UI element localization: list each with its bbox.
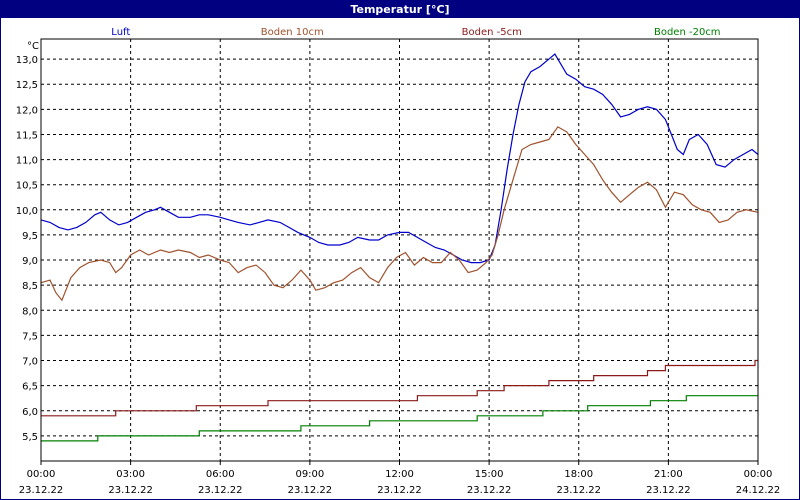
x-tick-time-label: 21:00 (654, 469, 683, 480)
x-tick-date-label: 23.12.22 (377, 485, 422, 496)
x-axis-ticks: 00:00 23.12.22 03:00 23.12.22 06:00 23.12.22 0… (19, 461, 781, 496)
y-tick-label: 7,5 (22, 331, 38, 342)
y-unit-label: °C (27, 41, 39, 52)
x-tick-time-label: 06:00 (206, 469, 235, 480)
y-axis-ticks: 5,5 6,0 6,5 7,0 7,5 8,0 8,5 9,0 9,5 10,0 10,5 11,0 1… (16, 55, 38, 443)
x-tick-date-label: 23.12.22 (198, 485, 243, 496)
legend-entry-2: Boden 10cm (261, 27, 324, 38)
x-tick-time-label: 03:00 (116, 469, 145, 480)
chart-title: Temperatur [°C] (1, 1, 799, 18)
y-tick-label: 9,5 (22, 231, 38, 242)
x-tick-date-label: 23.12.22 (556, 485, 601, 496)
legend-entry-4: Boden -20cm (654, 27, 721, 38)
x-tick-time-label: 00:00 (744, 469, 773, 480)
y-tick-label: 6,0 (22, 407, 38, 418)
x-tick-time-label: 12:00 (385, 469, 414, 480)
y-tick-label: 10,5 (16, 181, 38, 192)
data-series (40, 53, 759, 442)
y-tick-label: 11,5 (16, 130, 38, 141)
y-tick-label: 12,0 (16, 105, 38, 116)
y-tick-label: 11,0 (16, 156, 38, 167)
series-line-2 (40, 126, 759, 302)
y-tick-label: 10,0 (16, 206, 38, 217)
x-tick-date-label: 23.12.22 (646, 485, 691, 496)
x-tick-time-label: 15:00 (475, 469, 504, 480)
x-tick-date-label: 23.12.22 (19, 485, 64, 496)
x-tick-date-label: 23.12.22 (108, 485, 153, 496)
y-tick-label: 6,5 (22, 382, 38, 393)
x-tick-time-label: 09:00 (295, 469, 324, 480)
series-line-4 (41, 395, 758, 442)
y-tick-label: 5,5 (22, 432, 38, 443)
x-tick-date-label: 23.12.22 (288, 485, 333, 496)
legend: Luft Boden 10cm Boden -5cm Boden -20cm (111, 27, 720, 38)
y-tick-label: 13,0 (16, 55, 38, 66)
x-tick-time-label: 00:00 (27, 469, 56, 480)
legend-entry-1: Luft (111, 27, 130, 38)
x-tick-time-label: 18:00 (564, 469, 593, 480)
y-tick-label: 7,0 (22, 357, 38, 368)
y-tick-label: 8,5 (22, 281, 38, 292)
legend-entry-3: Boden -5cm (462, 27, 522, 38)
series-line-3 (41, 359, 758, 417)
x-tick-date-label: 23.12.22 (467, 485, 512, 496)
y-tick-label: 9,0 (22, 256, 38, 267)
series-line-1 (40, 53, 759, 264)
grid-lines (41, 39, 758, 461)
y-tick-label: 8,0 (22, 306, 38, 317)
y-tick-label: 12,5 (16, 80, 38, 91)
x-tick-date-label: 24.12.22 (736, 485, 781, 496)
plot-area-border (40, 38, 759, 462)
